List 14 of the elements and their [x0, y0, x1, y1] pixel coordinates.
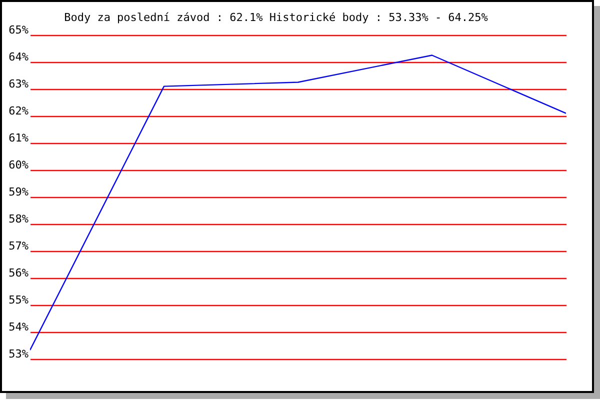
y-tick-label: 59%	[8, 186, 29, 198]
y-tick-label: 58%	[8, 212, 29, 226]
y-tick-label: 65%	[8, 24, 29, 36]
chart-title: Body za poslední závod : 62.1% Historické body : 53.33% - 64.25%	[64, 11, 488, 24]
y-tick-label: 63%	[8, 78, 29, 90]
y-tick-label: 55%	[8, 294, 29, 306]
y-tick-label: 61%	[8, 132, 29, 144]
y-tick-label: 64%	[8, 50, 29, 64]
y-tick-label: 54%	[8, 320, 29, 334]
y-tick-label: 53%	[8, 348, 29, 360]
y-tick-label: 60%	[8, 158, 29, 172]
y-tick-label: 62%	[8, 104, 29, 118]
y-tick-label: 57%	[8, 240, 29, 252]
y-tick-label: 56%	[8, 266, 29, 280]
